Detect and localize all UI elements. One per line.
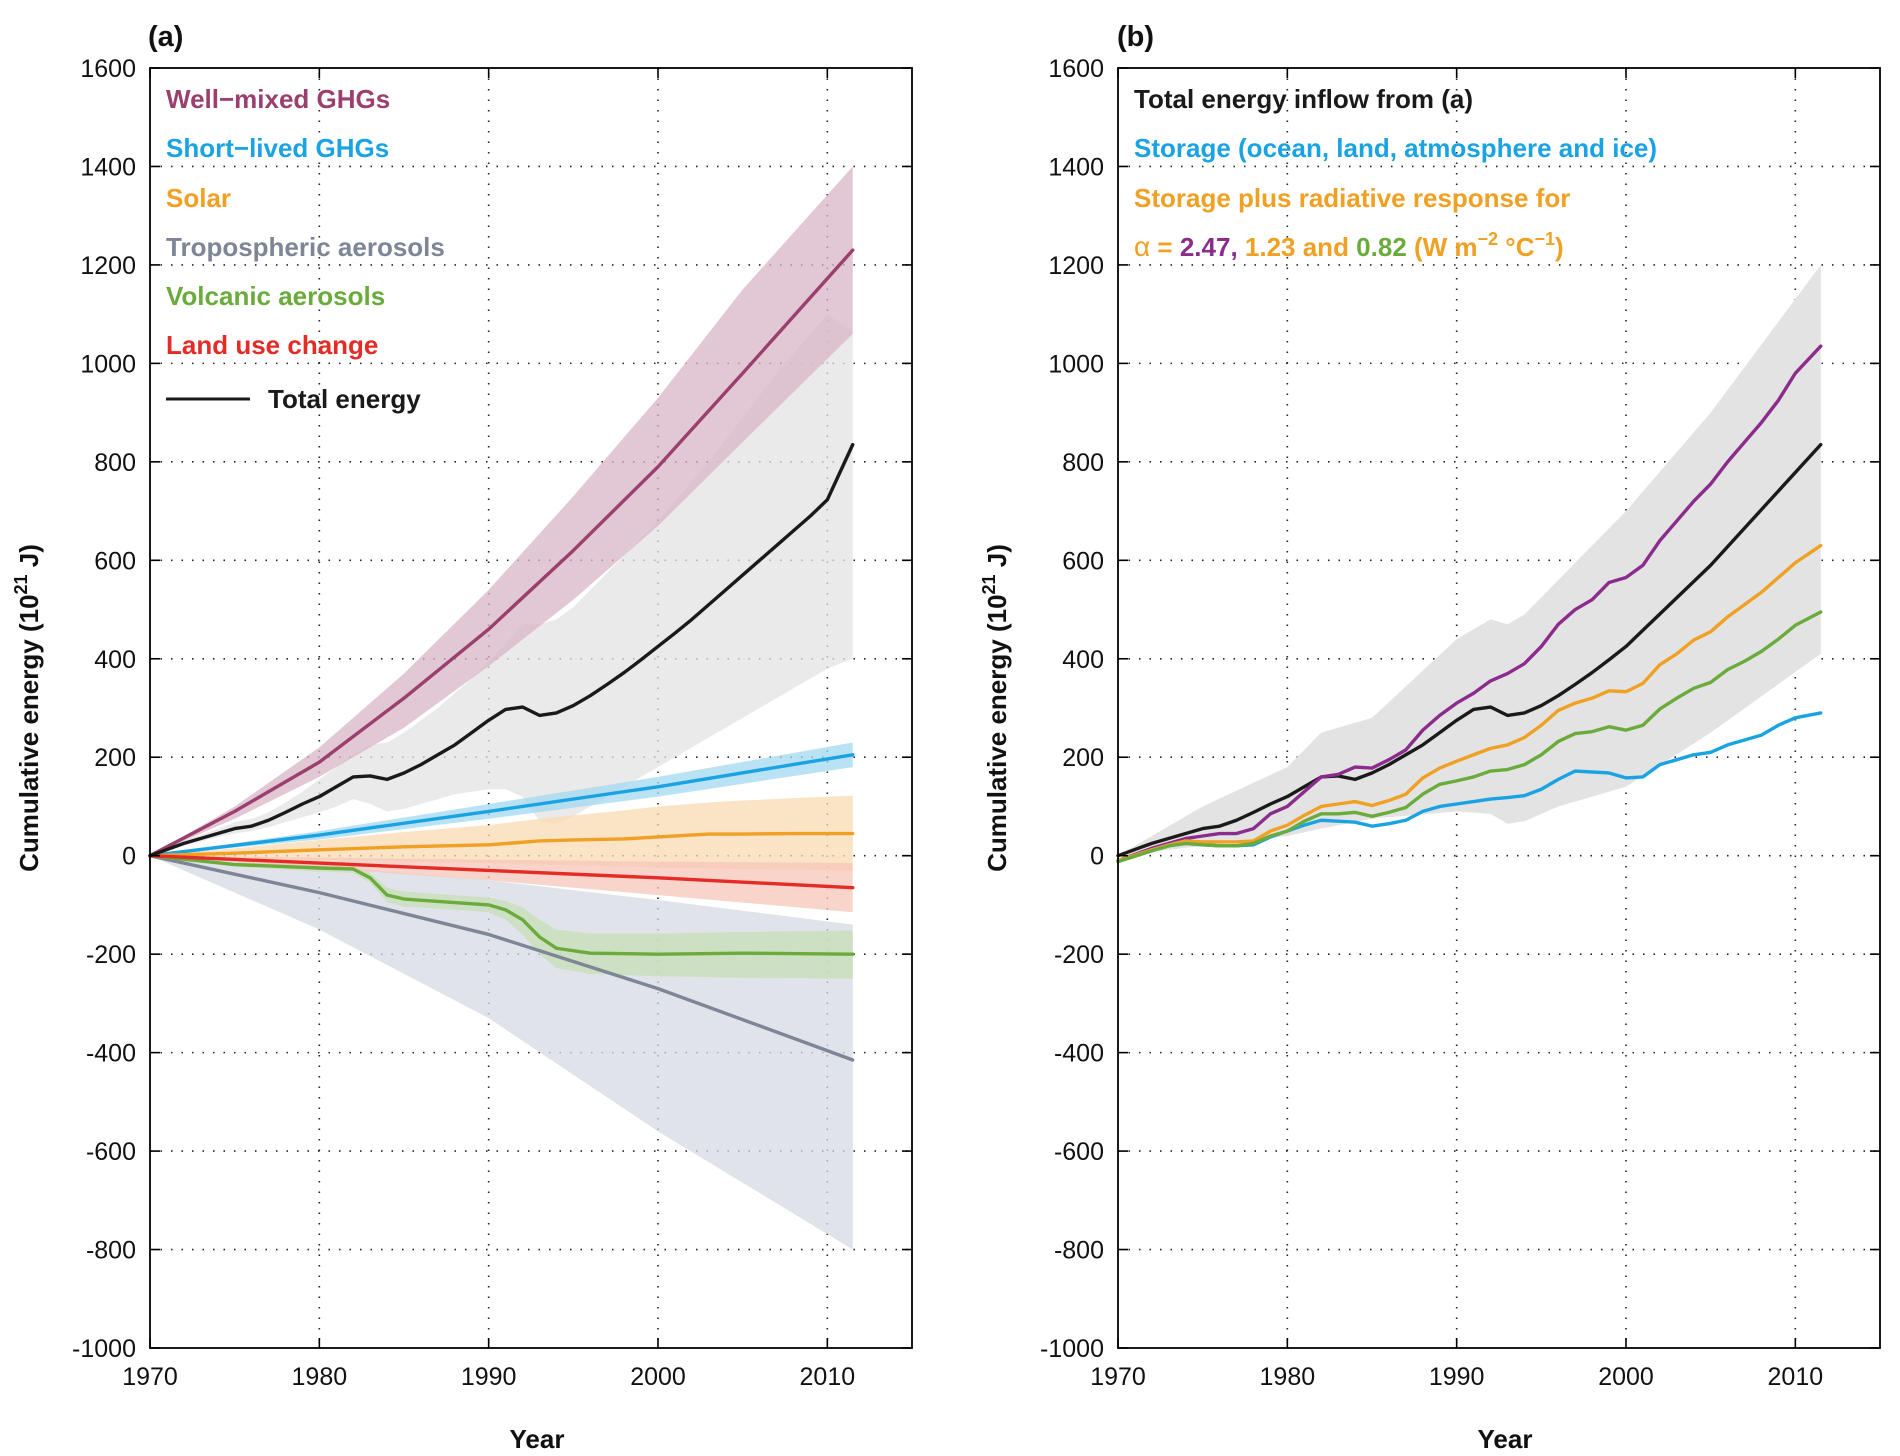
legend-a: Well−mixed GHGs Short−lived GHGs Solar T… bbox=[166, 84, 445, 414]
y-tick-label-600-a: 600 bbox=[94, 547, 136, 575]
y-tick-label--1000-b: -1000 bbox=[1040, 1335, 1104, 1363]
series-line-1-23-b bbox=[1116, 543, 1823, 863]
y-tick-label-1000-a: 1000 bbox=[80, 350, 136, 378]
legend-item-tropospheric-aerosols: Tropospheric aerosols bbox=[166, 232, 445, 262]
legend-item-land-use-change: Land use change bbox=[166, 330, 378, 360]
y-tick-label-1200-b: 1200 bbox=[1048, 252, 1104, 280]
x-axis-title-b: Year bbox=[1478, 1424, 1533, 1454]
x-tick-label-1980-a: 1980 bbox=[292, 1363, 348, 1391]
y-tick-label--400-b: -400 bbox=[1054, 1040, 1104, 1068]
y-tick-label-800-a: 800 bbox=[94, 449, 136, 477]
legend-item-alpha-values: α = 2.47, 1.23 and 0.82 (W m−2 °C−1) bbox=[1134, 229, 1564, 262]
series-line-tropospheric-aerosols-a bbox=[148, 853, 855, 1062]
y-tick-label-800-b: 800 bbox=[1062, 449, 1104, 477]
x-tick-label-1990-a: 1990 bbox=[461, 1363, 517, 1391]
y-tick-label--600-b: -600 bbox=[1054, 1138, 1104, 1166]
y-tick-label-1400-b: 1400 bbox=[1048, 153, 1104, 181]
series-line-land-use-change-a bbox=[148, 853, 855, 890]
legend-b: Total energy inflow from (a) Storage (oc… bbox=[1134, 84, 1657, 262]
y-tick-label-1600-a: 1600 bbox=[80, 55, 136, 83]
legend-item-storage-plus-response: Storage plus radiative response for bbox=[1134, 183, 1570, 213]
series-line-well-mixed-ghgs-a bbox=[148, 248, 855, 858]
panel-a: 1970 1980 1990 2000 201016001400120010008006… bbox=[11, 21, 913, 1454]
panel-label-b: (b) bbox=[1117, 21, 1154, 53]
legend-item-storage: Storage (ocean, land, atmosphere and ice… bbox=[1134, 133, 1657, 163]
x-axis-title-a: Year bbox=[510, 1424, 565, 1454]
band-solar-a bbox=[150, 795, 853, 871]
x-tick-label-1970-a: 1970 bbox=[122, 1363, 178, 1391]
y-tick-label-1400-a: 1400 bbox=[80, 153, 136, 181]
y-axis-title-a: Cumulative energy (1021 J) bbox=[11, 544, 44, 872]
y-tick-label-1200-a: 1200 bbox=[80, 252, 136, 280]
lines-b bbox=[1116, 344, 1823, 864]
y-tick-label-1000-b: 1000 bbox=[1048, 350, 1104, 378]
y-tick-label--400-a: -400 bbox=[86, 1040, 136, 1068]
legend-item-total-energy: Total energy bbox=[268, 384, 421, 414]
y-tick-label-0-b: 0 bbox=[1090, 843, 1104, 871]
legend-item-total-energy-inflow: Total energy inflow from (a) bbox=[1134, 84, 1473, 114]
y-tick-label--1000-a: -1000 bbox=[72, 1335, 136, 1363]
x-tick-label-2010-a: 2010 bbox=[800, 1363, 856, 1391]
uncertainty-band-b bbox=[1118, 264, 1821, 856]
y-tick-label-1600-b: 1600 bbox=[1048, 55, 1104, 83]
y-tick-label-600-b: 600 bbox=[1062, 547, 1104, 575]
y-tick-label--800-a: -800 bbox=[86, 1237, 136, 1265]
series-line-total-energy-inflow-from-a-b bbox=[1116, 442, 1823, 858]
y-tick-label-400-a: 400 bbox=[94, 646, 136, 674]
legend-item-volcanic-aerosols: Volcanic aerosols bbox=[166, 281, 385, 311]
x-tick-label-2000-a: 2000 bbox=[630, 1363, 686, 1391]
y-axis-title-b: Cumulative energy (1021 J) bbox=[979, 544, 1012, 872]
x-tick-label-1990-b: 1990 bbox=[1429, 1363, 1485, 1391]
y-tick-label-400-b: 400 bbox=[1062, 646, 1104, 674]
y-tick-label-200-b: 200 bbox=[1062, 744, 1104, 772]
x-tick-label-1970-b: 1970 bbox=[1090, 1363, 1146, 1391]
series-line-2-47-b bbox=[1116, 344, 1823, 863]
lines-a bbox=[148, 248, 855, 1062]
y-tick-label--600-a: -600 bbox=[86, 1138, 136, 1166]
y-tick-label--800-b: -800 bbox=[1054, 1237, 1104, 1265]
legend-item-solar: Solar bbox=[166, 183, 231, 213]
legend-item-short-lived-ghgs: Short−lived GHGs bbox=[166, 133, 389, 163]
y-tick-label-0-a: 0 bbox=[122, 843, 136, 871]
bands-b bbox=[1118, 264, 1821, 856]
panel-b: 1970 1980 1990 2000 201016001400120010008006… bbox=[979, 21, 1881, 1454]
x-tick-label-2010-b: 2010 bbox=[1768, 1363, 1824, 1391]
plot-frame-b bbox=[1117, 67, 1881, 1349]
panel-label-a: (a) bbox=[148, 21, 183, 53]
ticks-b: 1970 1980 1990 2000 201016001400120010008006… bbox=[1040, 55, 1880, 1391]
grid-b bbox=[1118, 68, 1880, 1348]
y-tick-label-200-a: 200 bbox=[94, 744, 136, 772]
series-line-0-82-b bbox=[1116, 610, 1823, 864]
x-tick-label-2000-b: 2000 bbox=[1598, 1363, 1654, 1391]
bands-a bbox=[150, 166, 853, 1250]
ticks-a: 1970 1980 1990 2000 201016001400120010008006… bbox=[72, 55, 912, 1391]
band-land-use-change-a bbox=[150, 855, 853, 913]
series-line-short-lived-ghgs-a bbox=[148, 753, 855, 858]
y-tick-label--200-a: -200 bbox=[86, 941, 136, 969]
legend-item-well-mixed-ghgs: Well−mixed GHGs bbox=[166, 84, 390, 114]
band-volcanic-aerosols-a bbox=[150, 855, 853, 979]
series-line-solar-a bbox=[148, 831, 855, 858]
x-tick-label-1980-b: 1980 bbox=[1260, 1363, 1316, 1391]
series-line-volcanic-aerosols-a bbox=[148, 853, 855, 956]
series-line-total-energy-a bbox=[148, 442, 855, 858]
y-tick-label--200-b: -200 bbox=[1054, 941, 1104, 969]
plot-frame-a bbox=[149, 67, 913, 1349]
band-total-energy-a bbox=[150, 314, 853, 856]
